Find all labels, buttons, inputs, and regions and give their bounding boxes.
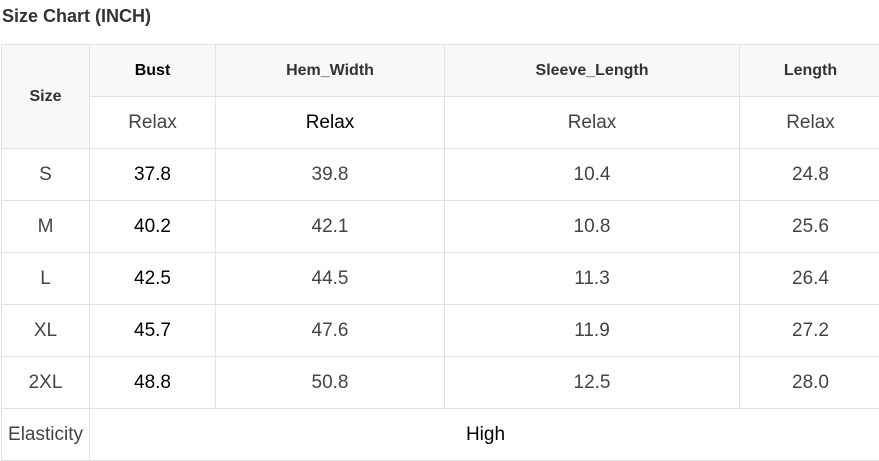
measure-cell: 24.8 [740, 149, 879, 201]
header-length: Length [740, 45, 879, 97]
size-cell: L [2, 253, 90, 305]
header-hem-width: Hem_Width [216, 45, 445, 97]
size-chart-table: Size Bust Hem_Width Sleeve_Length Length… [1, 44, 879, 461]
size-cell: S [2, 149, 90, 201]
fit-cell: Relax [445, 97, 740, 149]
measure-cell: 39.8 [216, 149, 445, 201]
size-cell: M [2, 201, 90, 253]
measure-cell: 37.8 [90, 149, 216, 201]
measure-cell: 47.6 [216, 305, 445, 357]
measure-cell: 45.7 [90, 305, 216, 357]
measure-cell: 11.9 [445, 305, 740, 357]
header-sleeve-length: Sleeve_Length [445, 45, 740, 97]
measure-cell: 42.5 [90, 253, 216, 305]
measure-cell: 48.8 [90, 357, 216, 409]
elasticity-row: Elasticity High [2, 409, 879, 461]
measure-cell: 28.0 [740, 357, 879, 409]
size-cell: 2XL [2, 357, 90, 409]
measure-cell: 44.5 [216, 253, 445, 305]
header-size: Size [2, 45, 90, 149]
measure-cell: 10.4 [445, 149, 740, 201]
measure-cell: 10.8 [445, 201, 740, 253]
size-cell: XL [2, 305, 90, 357]
fit-row: Relax Relax Relax Relax [2, 97, 879, 149]
header-bust: Bust [90, 45, 216, 97]
header-row: Size Bust Hem_Width Sleeve_Length Length [2, 45, 879, 97]
measure-cell: 26.4 [740, 253, 879, 305]
elasticity-label: Elasticity [2, 409, 90, 461]
measure-cell: 11.3 [445, 253, 740, 305]
measure-cell: 27.2 [740, 305, 879, 357]
fit-cell: Relax [216, 97, 445, 149]
page-title: Size Chart (INCH) [2, 6, 151, 27]
measure-cell: 40.2 [90, 201, 216, 253]
measure-cell: 42.1 [216, 201, 445, 253]
fit-cell: Relax [740, 97, 879, 149]
elasticity-value: High [90, 409, 879, 461]
measure-cell: 12.5 [445, 357, 740, 409]
measure-cell: 50.8 [216, 357, 445, 409]
measure-cell: 25.6 [740, 201, 879, 253]
fit-cell: Relax [90, 97, 216, 149]
